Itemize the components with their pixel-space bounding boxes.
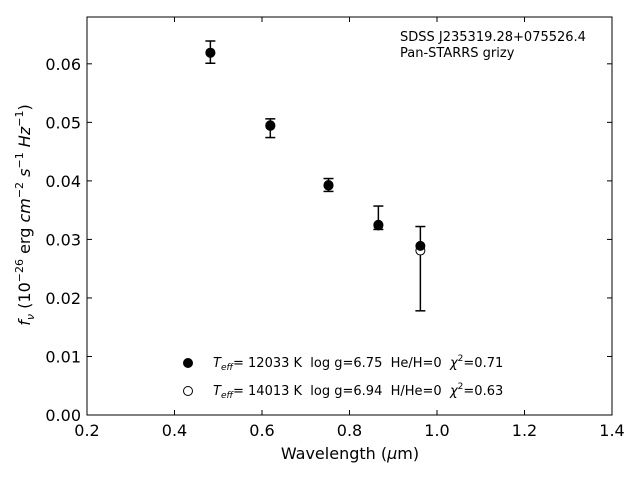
y-tick-label: 0.00	[45, 406, 81, 425]
x-tick-label: 1.4	[599, 421, 624, 440]
x-tick-label: 0.2	[74, 421, 99, 440]
axis-ticks: 0.2 0.4 0.6 0.8 1.0 1.2 1.4 0.00 0.01 0.02 0.03 0.0…	[45, 17, 625, 440]
x-axis-title: Wavelength (μm)	[281, 444, 419, 463]
model-point-filled	[373, 219, 384, 230]
model-point-filled	[205, 47, 216, 58]
y-tick-label: 0.03	[45, 230, 81, 249]
y-tick-label: 0.01	[45, 347, 81, 366]
y-tick-label: 0.02	[45, 289, 81, 308]
model-point-filled	[323, 179, 334, 190]
annotation-line-1: SDSS J235319.28+075526.4	[400, 30, 586, 45]
y-tick-label: 0.05	[45, 113, 81, 132]
data-marks	[205, 40, 426, 312]
legend-entry-2: Teff= 14013 K log g=6.94 H/He=0 χ2=0.63	[213, 382, 503, 401]
annotation-line-2: Pan-STARRS grizy	[400, 46, 515, 61]
x-tick-label: 0.6	[249, 421, 274, 440]
x-tick-label: 0.8	[337, 421, 362, 440]
legend-marker-filled	[183, 358, 193, 368]
model-point-filled	[265, 120, 276, 131]
y-tick-label: 0.06	[45, 55, 81, 74]
model-point-filled	[415, 240, 426, 251]
legend: Teff= 12033 K log g=6.75 He/H=0 χ2=0.71 …	[183, 354, 503, 401]
x-tick-label: 1.2	[512, 421, 537, 440]
legend-marker-open	[183, 386, 193, 396]
x-tick-label: 1.0	[424, 421, 449, 440]
x-tick-label: 0.4	[162, 421, 187, 440]
legend-entry-1: Teff= 12033 K log g=6.75 He/H=0 χ2=0.71	[213, 354, 503, 373]
y-tick-label: 0.04	[45, 172, 81, 191]
y-axis-title: fν (10−26 erg cm−2 s−1 Hz−1)	[13, 104, 37, 325]
